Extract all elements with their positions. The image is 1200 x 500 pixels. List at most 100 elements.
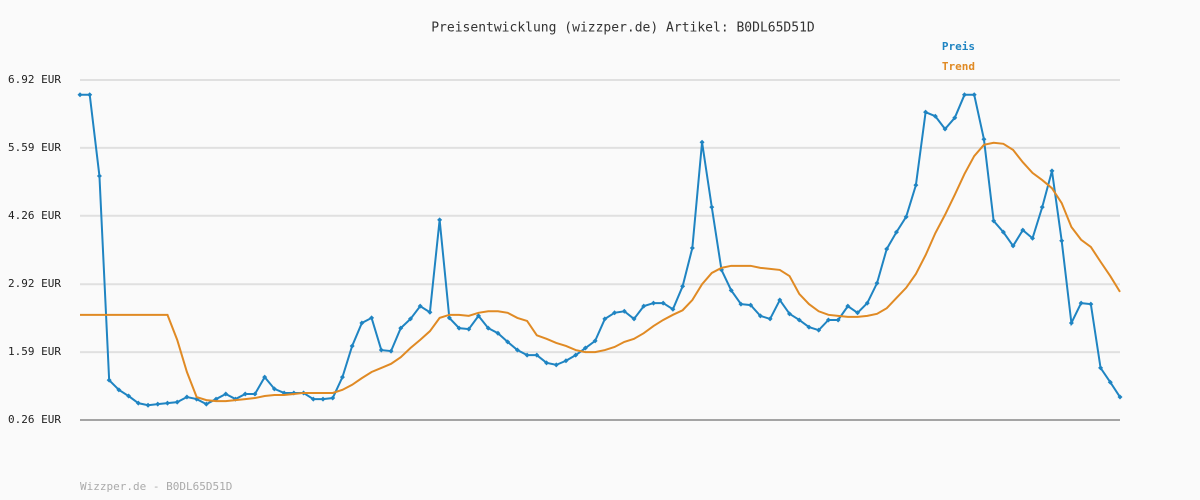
point xyxy=(932,113,938,119)
point xyxy=(738,301,744,307)
point xyxy=(913,182,919,188)
point xyxy=(1088,301,1094,307)
point xyxy=(339,374,345,380)
point xyxy=(466,326,472,332)
point xyxy=(1020,227,1026,233)
point xyxy=(573,352,579,358)
point xyxy=(825,317,831,323)
point xyxy=(1078,300,1084,306)
point xyxy=(164,400,170,406)
point xyxy=(787,311,793,317)
point xyxy=(806,324,812,330)
point xyxy=(592,338,598,344)
point xyxy=(330,395,336,401)
point xyxy=(903,214,909,220)
point xyxy=(602,316,608,322)
point xyxy=(310,396,316,402)
point xyxy=(407,316,413,322)
point xyxy=(680,283,686,289)
point xyxy=(1107,379,1113,385)
point xyxy=(971,92,977,98)
point xyxy=(534,352,540,358)
point xyxy=(864,300,870,306)
y-tick-label: 5.59 EUR xyxy=(8,141,61,154)
point xyxy=(835,317,841,323)
point xyxy=(991,218,997,224)
point xyxy=(87,92,93,98)
footer: Wizzper.de - B0DL65D51D xyxy=(80,480,232,493)
point xyxy=(553,362,559,368)
point xyxy=(952,115,958,121)
point xyxy=(748,302,754,308)
point xyxy=(145,402,151,408)
y-tick-label: 6.92 EUR xyxy=(8,73,61,86)
point xyxy=(437,217,443,223)
point xyxy=(349,343,355,349)
point xyxy=(369,315,375,321)
point xyxy=(660,300,666,306)
point xyxy=(155,401,161,407)
point xyxy=(728,287,734,293)
point xyxy=(417,303,423,309)
point xyxy=(106,377,112,383)
point xyxy=(709,204,715,210)
point xyxy=(320,396,326,402)
point xyxy=(582,345,588,351)
point xyxy=(689,245,695,251)
point xyxy=(1068,320,1074,326)
point xyxy=(961,92,967,98)
point xyxy=(388,348,394,354)
point xyxy=(1098,365,1104,371)
point xyxy=(427,309,433,315)
point xyxy=(223,391,229,397)
point xyxy=(796,317,802,323)
point xyxy=(485,325,491,331)
point xyxy=(544,360,550,366)
y-tick-label: 0.26 EUR xyxy=(8,413,61,426)
point xyxy=(1039,204,1045,210)
point xyxy=(1000,229,1006,235)
point xyxy=(242,391,248,397)
point xyxy=(874,280,880,286)
point xyxy=(699,139,705,145)
point xyxy=(505,339,511,345)
point xyxy=(174,399,180,405)
point xyxy=(777,297,783,303)
y-tick-label: 2.92 EUR xyxy=(8,277,61,290)
point xyxy=(563,358,569,364)
point xyxy=(641,303,647,309)
line-0 xyxy=(80,93,1121,407)
point xyxy=(981,136,987,142)
point xyxy=(126,393,132,399)
point xyxy=(631,316,637,322)
point xyxy=(96,173,102,179)
point xyxy=(923,109,929,115)
point xyxy=(446,315,452,321)
chart-title: Preisentwicklung (wizzper.de) Artikel: B… xyxy=(431,21,815,36)
point xyxy=(476,313,482,319)
point xyxy=(893,229,899,235)
point xyxy=(359,320,365,326)
y-tick-label: 1.59 EUR xyxy=(8,345,61,358)
legend-entry: Preis xyxy=(942,40,975,53)
point xyxy=(495,330,501,336)
point xyxy=(262,374,268,380)
point xyxy=(203,401,209,407)
point xyxy=(456,325,462,331)
point xyxy=(398,325,404,331)
point xyxy=(612,310,618,316)
point xyxy=(845,303,851,309)
point xyxy=(855,310,861,316)
point xyxy=(767,316,773,322)
point xyxy=(184,394,190,400)
point xyxy=(942,126,948,132)
point xyxy=(135,400,141,406)
point xyxy=(514,347,520,353)
point xyxy=(757,313,763,319)
point xyxy=(252,391,258,397)
line-1 xyxy=(80,141,1121,403)
point xyxy=(1117,394,1123,400)
point xyxy=(650,300,656,306)
point xyxy=(271,386,277,392)
y-tick-label: 4.26 EUR xyxy=(8,209,61,222)
